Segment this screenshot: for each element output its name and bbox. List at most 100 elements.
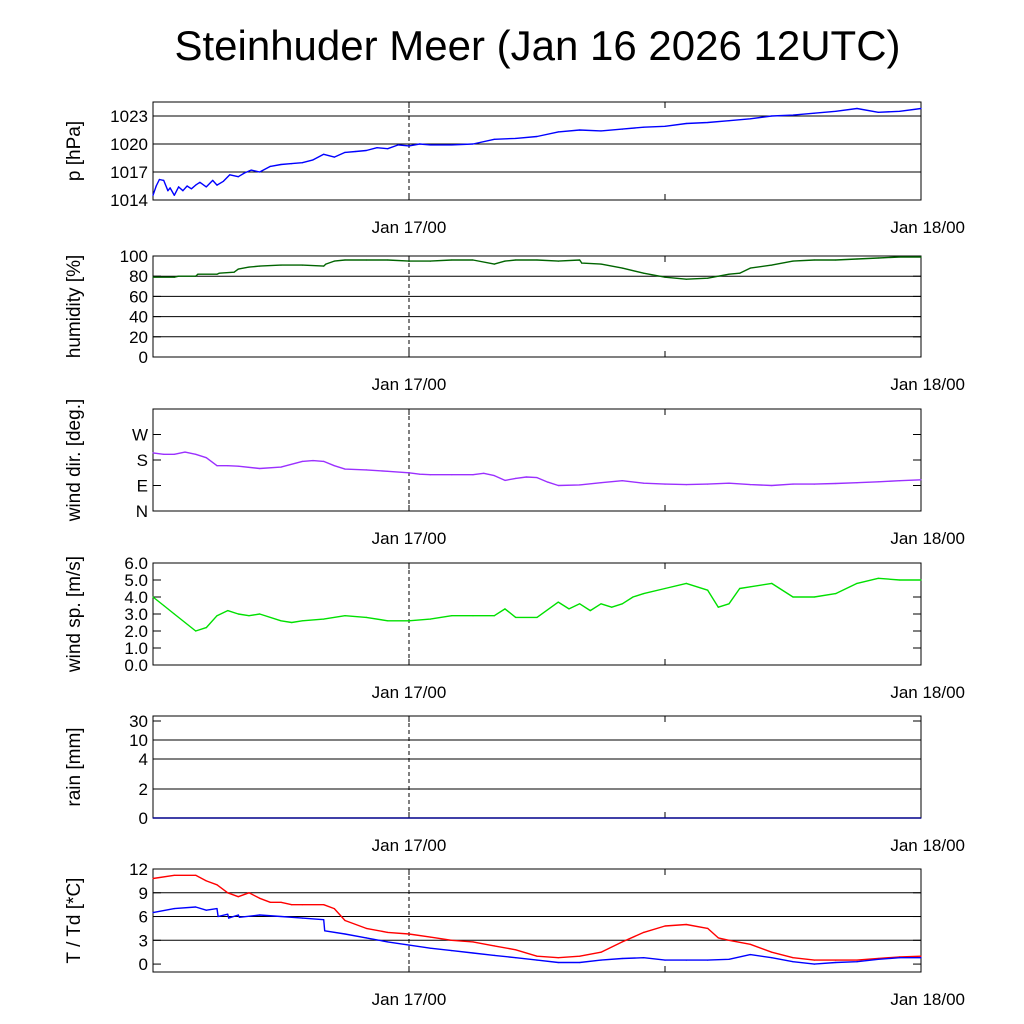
x-tick-label: Jan 17/00 (372, 990, 447, 1009)
series-humidity-point (749, 267, 751, 269)
series-wind_direction-point (771, 484, 773, 487)
series-temperature-point (600, 951, 602, 953)
series-temperature-point (643, 931, 645, 934)
series-humidity-point (717, 275, 719, 277)
series-wind_speed-point (227, 610, 229, 612)
series-pressure-point (205, 186, 207, 188)
series-wind_speed-point (493, 615, 495, 617)
series-wind_direction-point (792, 483, 794, 485)
series-pressure-point (707, 121, 709, 124)
series-temperature-point (717, 937, 719, 939)
series-humidity-point (739, 272, 741, 274)
series-wind_direction-point (184, 451, 186, 453)
plot-frame (152, 101, 922, 201)
series-pressure-point (429, 144, 431, 146)
series-pressure-point (397, 144, 399, 146)
series-temperature-point (173, 874, 175, 876)
series-dewpoint-point (324, 930, 326, 932)
series-wind_direction-point (387, 470, 389, 472)
plot-frame (152, 255, 922, 358)
series-wind_direction-point (877, 481, 879, 483)
y-tick-label: 10 (129, 731, 148, 750)
series-wind_speed-point (856, 582, 858, 585)
series-pressure-point (877, 111, 879, 113)
series-wind_speed-point (557, 601, 559, 603)
series-pressure-point (301, 162, 303, 164)
y-tick-label: E (137, 477, 148, 496)
y-tick-label: 0 (139, 955, 148, 974)
series-wind_speed-point (515, 616, 517, 619)
y-tick-label: 5.0 (124, 571, 148, 590)
series-temperature-point (195, 874, 197, 876)
series-wind_direction-point (749, 484, 751, 486)
y-tick-label: 6 (139, 908, 148, 927)
series-humidity-point (333, 260, 335, 262)
y-tick-label: 3.0 (124, 605, 148, 624)
series-wind_direction-point (259, 467, 261, 470)
series-wind_direction-point (600, 482, 602, 484)
series-dewpoint-point (152, 912, 154, 914)
series-humidity-point (899, 256, 901, 258)
y-tick-label: 4.0 (124, 588, 148, 607)
x-tick-label: Jan 18/00 (890, 218, 965, 237)
series-wind_speed-point (301, 620, 303, 622)
series-dewpoint-point (280, 915, 282, 918)
series-pressure-point (186, 185, 188, 187)
series-dewpoint-point (344, 933, 346, 935)
series-humidity-point (643, 272, 645, 274)
series-dewpoint-point (899, 957, 901, 959)
series-wind_direction-point (536, 477, 538, 479)
series-humidity-point (835, 259, 837, 261)
series-humidity-point (581, 262, 583, 264)
series-wind_speed-point (728, 603, 730, 605)
series-wind_speed-point (451, 615, 453, 617)
y-tick-label: 30 (129, 712, 148, 731)
y-axis-label: p [hPa] (64, 121, 85, 181)
series-wind_speed-point (504, 608, 506, 610)
series-wind_direction-point (365, 469, 367, 471)
series-humidity-point (152, 276, 154, 278)
series-wind_direction-point (493, 475, 495, 477)
series-pressure-point (167, 190, 169, 192)
series-humidity-point (387, 259, 389, 261)
series-humidity-point (429, 260, 431, 262)
x-tick-label: Jan 18/00 (890, 529, 965, 548)
series-pressure-point (643, 126, 645, 128)
series-temperature-point (792, 957, 794, 959)
series-humidity-point (233, 271, 235, 273)
series-wind_speed-point (739, 587, 741, 590)
series-temperature-point (248, 892, 250, 894)
plot-frame (152, 868, 922, 973)
series-wind_speed-point (717, 606, 719, 608)
series-pressure-point (182, 190, 184, 192)
series-temperature-point (835, 959, 837, 961)
series-dewpoint-point (387, 941, 389, 943)
series-wind_speed-point (621, 603, 623, 605)
series-wind_speed-point (877, 577, 879, 579)
series-wind_speed-point (792, 596, 794, 598)
series-pressure-point (408, 145, 410, 147)
series-wind_speed-point (173, 613, 175, 615)
series-temperature-point (280, 901, 282, 903)
series-pressure-point (685, 122, 687, 125)
series-dewpoint-point (228, 917, 230, 919)
series-wind_direction-point (813, 483, 815, 485)
series-wind_direction-point (216, 465, 218, 467)
series-wind_direction-point (621, 480, 623, 482)
series-pressure-point (155, 185, 157, 187)
series-temperature-point (269, 901, 271, 903)
series-humidity-point (248, 266, 250, 268)
series-temperature-point (749, 943, 751, 945)
series-wind_direction-point (333, 465, 335, 467)
series-temperature-point (920, 955, 922, 957)
series-pressure-point (792, 114, 794, 116)
series-wind_speed-point (835, 593, 837, 595)
series-humidity-point (280, 264, 282, 266)
series-dewpoint-point (707, 959, 709, 961)
series-temperature-point (493, 945, 495, 947)
series-dewpoint-point (365, 937, 367, 939)
y-tick-label: W (132, 426, 148, 445)
series-wind_direction-point (579, 484, 581, 486)
series-dewpoint-point (664, 959, 666, 961)
series-humidity-point (504, 260, 506, 262)
